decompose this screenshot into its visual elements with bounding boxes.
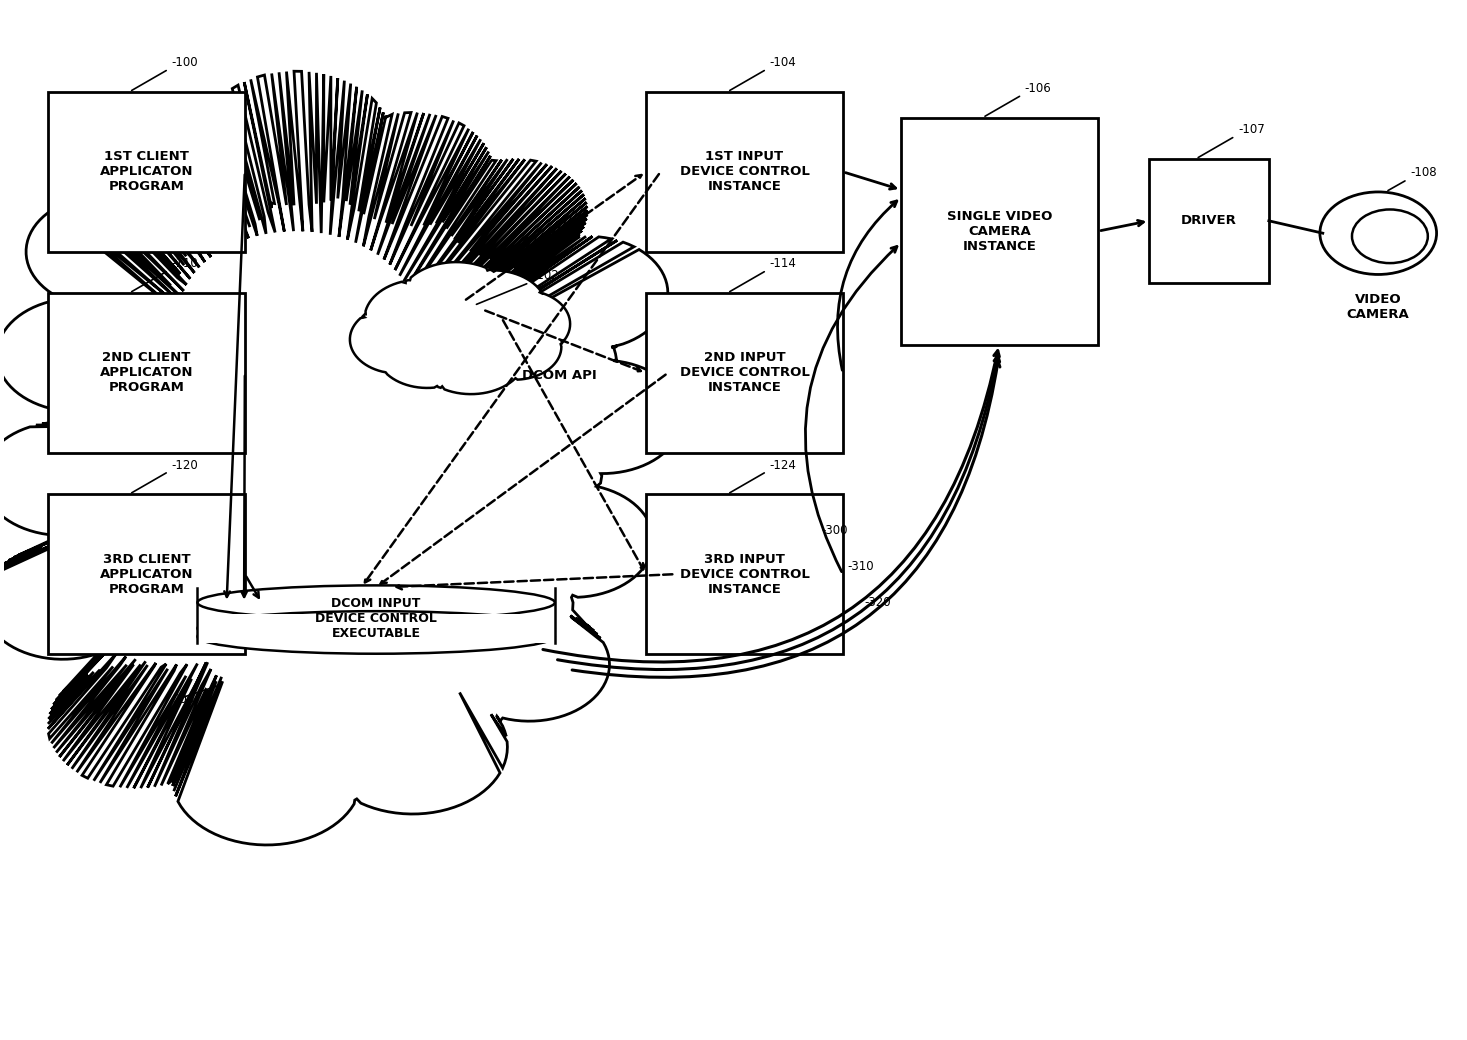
Text: -300: -300 bbox=[822, 524, 848, 537]
Bar bbox=[645, 494, 844, 654]
Circle shape bbox=[318, 680, 508, 814]
Circle shape bbox=[340, 375, 603, 562]
Circle shape bbox=[442, 159, 588, 262]
Circle shape bbox=[223, 365, 515, 572]
Bar bbox=[48, 92, 245, 252]
Ellipse shape bbox=[198, 620, 555, 654]
Circle shape bbox=[179, 231, 412, 396]
Bar bbox=[901, 118, 1099, 344]
Text: -102: -102 bbox=[533, 268, 559, 282]
Circle shape bbox=[415, 316, 527, 394]
Text: -106: -106 bbox=[1025, 82, 1052, 95]
Circle shape bbox=[0, 546, 142, 659]
Circle shape bbox=[106, 118, 282, 241]
Circle shape bbox=[439, 270, 547, 346]
Text: SINGLE VIDEO
CAMERA
INSTANCE: SINGLE VIDEO CAMERA INSTANCE bbox=[948, 210, 1052, 253]
Text: -114: -114 bbox=[770, 257, 797, 270]
Circle shape bbox=[0, 422, 142, 536]
Text: 200: 200 bbox=[172, 693, 194, 706]
Circle shape bbox=[409, 288, 527, 370]
Bar bbox=[645, 92, 844, 252]
Bar bbox=[48, 293, 245, 453]
Text: -100: -100 bbox=[172, 56, 198, 70]
Circle shape bbox=[412, 293, 616, 438]
Text: 3RD CLIENT
APPLICATON
PROGRAM: 3RD CLIENT APPLICATON PROGRAM bbox=[100, 552, 194, 596]
Circle shape bbox=[398, 262, 515, 344]
Ellipse shape bbox=[198, 586, 555, 620]
Circle shape bbox=[333, 112, 493, 226]
Circle shape bbox=[376, 316, 478, 388]
Text: -110: -110 bbox=[172, 257, 198, 270]
Text: 1ST CLIENT
APPLICATON
PROGRAM: 1ST CLIENT APPLICATON PROGRAM bbox=[100, 151, 194, 193]
Circle shape bbox=[493, 484, 653, 597]
Circle shape bbox=[194, 654, 398, 799]
Circle shape bbox=[201, 71, 390, 205]
Circle shape bbox=[172, 711, 361, 844]
Circle shape bbox=[349, 306, 446, 373]
Text: VIDEO
CAMERA: VIDEO CAMERA bbox=[1347, 293, 1410, 321]
Circle shape bbox=[26, 196, 186, 309]
Text: 2ND CLIENT
APPLICATON
PROGRAM: 2ND CLIENT APPLICATON PROGRAM bbox=[100, 352, 194, 394]
Circle shape bbox=[311, 510, 574, 696]
Circle shape bbox=[48, 293, 252, 438]
Ellipse shape bbox=[198, 612, 555, 646]
Text: -310: -310 bbox=[848, 560, 874, 573]
Circle shape bbox=[508, 236, 667, 349]
Circle shape bbox=[78, 365, 368, 572]
Circle shape bbox=[364, 280, 475, 358]
Bar bbox=[1149, 159, 1269, 283]
Text: 3RD INPUT
DEVICE CONTROL
INSTANCE: 3RD INPUT DEVICE CONTROL INSTANCE bbox=[679, 552, 810, 596]
Bar bbox=[645, 293, 844, 453]
Circle shape bbox=[194, 530, 456, 716]
Circle shape bbox=[0, 298, 157, 412]
Circle shape bbox=[48, 478, 311, 665]
Text: -108: -108 bbox=[1410, 165, 1438, 179]
Circle shape bbox=[522, 360, 682, 473]
Text: -120: -120 bbox=[172, 459, 198, 471]
Text: -107: -107 bbox=[1238, 123, 1265, 136]
Circle shape bbox=[449, 607, 609, 721]
Bar bbox=[198, 614, 555, 643]
Text: -104: -104 bbox=[770, 56, 797, 70]
Text: DRIVER: DRIVER bbox=[1181, 214, 1237, 228]
Circle shape bbox=[468, 314, 562, 380]
Text: 2ND INPUT
DEVICE CONTROL
INSTANCE: 2ND INPUT DEVICE CONTROL INSTANCE bbox=[679, 352, 810, 394]
Text: DCOM INPUT
DEVICE CONTROL
EXECUTABLE: DCOM INPUT DEVICE CONTROL EXECUTABLE bbox=[315, 597, 437, 640]
Text: -320: -320 bbox=[864, 596, 892, 609]
Text: -124: -124 bbox=[770, 459, 797, 471]
Circle shape bbox=[48, 665, 223, 788]
Bar bbox=[48, 494, 245, 654]
Text: DCOM API: DCOM API bbox=[522, 369, 597, 382]
Text: 1ST INPUT
DEVICE CONTROL
INSTANCE: 1ST INPUT DEVICE CONTROL INSTANCE bbox=[679, 151, 810, 193]
Circle shape bbox=[474, 290, 571, 358]
